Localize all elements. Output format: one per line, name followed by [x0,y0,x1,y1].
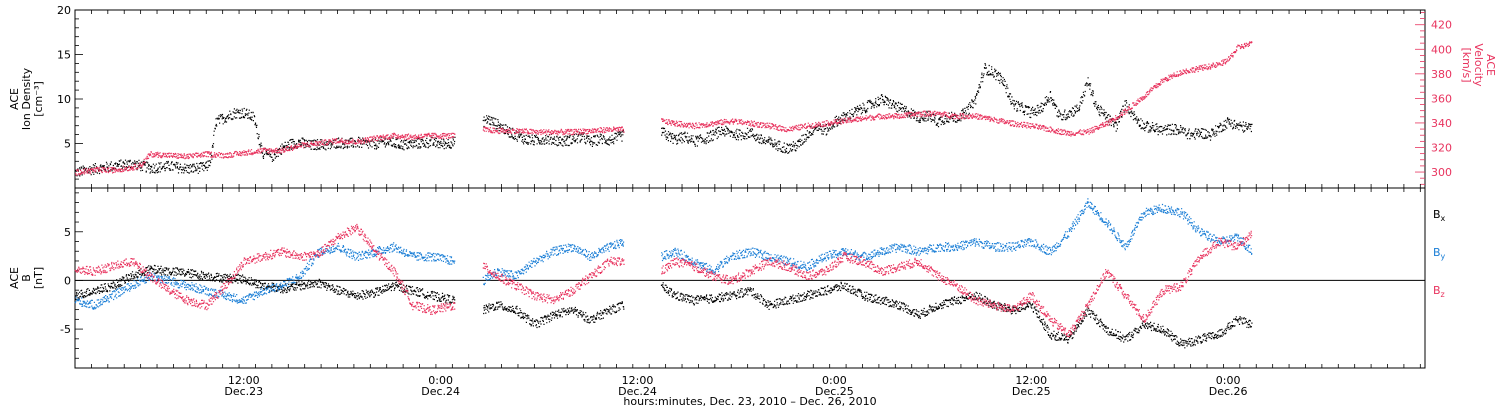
velocity-tick-label: 320 [1431,141,1452,154]
top-panel-frame [74,9,1426,189]
velocity-tick-label: 400 [1431,43,1452,56]
velocity-ylabel-line: Velocity [1472,43,1485,87]
density-ylabel-line: Ion Density [20,67,33,130]
velocity-points-segment-2 [661,41,1253,137]
velocity-points-segment-1 [482,126,625,136]
b-ylabel-line: B [20,274,33,282]
velocity-tick-label: 360 [1431,92,1452,105]
series-bz-points [74,223,1253,338]
density-ylabel-line: ACE [8,88,21,110]
b-tick-label: -5 [60,323,71,336]
series-by-points-segment-1 [482,239,625,286]
series-by-points-segment-0 [74,242,456,310]
x-tick-time: 0:00 [1216,374,1241,387]
b-ylabel-line: ACE [8,267,21,289]
b-tick-label: 5 [64,226,71,239]
velocity-axis: 300 320 340 360 380 400 420 [1415,12,1452,185]
x-tick-date: Dec.24 [421,385,460,398]
x-axis-label: hours:minutes, Dec. 23, 2010 – Dec. 26, … [623,395,876,408]
b-ylabel: ACE B [nT] [8,267,45,289]
density-points-segment-2 [661,63,1253,154]
b-tick-label: 0 [64,274,71,287]
series-bz-points-segment-0 [74,223,456,315]
x-tick-time: 12:00 [228,374,260,387]
density-ylabel: ACE Ion Density [cm⁻³] [8,67,45,130]
velocity-points-segment-0 [75,132,456,176]
density-points-segment-0 [74,107,456,177]
series-bx-points-segment-1 [483,301,625,329]
x-tick-date: Dec.26 [1209,385,1248,398]
bottom-panel-frame [74,187,1426,369]
legend-by: By [1433,246,1446,261]
series-bz-points-segment-2 [661,230,1253,338]
density-tick-label: 15 [57,49,71,62]
b-ylabel-line: [nT] [32,267,45,289]
x-tick-date: Dec.25 [1012,385,1051,398]
density-tick-label: 20 [57,4,71,17]
density-ylabel-line: [cm⁻³] [32,81,45,117]
density-tick-label: 5 [64,138,71,151]
series-by-points-segment-2 [661,198,1253,275]
velocity-tick-label: 420 [1431,19,1452,32]
velocity-ylabel-line: ACE [1484,54,1497,76]
series-bx-points-segment-2 [660,281,1253,349]
x-tick-time: 12:00 [622,374,654,387]
x-tick-date: Dec.23 [224,385,263,398]
velocity-ylabel-line: [km/s] [1460,47,1473,82]
legend: Bx By Bz [1433,208,1446,299]
density-tick-label: 10 [57,93,71,106]
density-axis: 5 10 15 20 [57,4,83,180]
x-tick-time: 0:00 [822,374,847,387]
velocity-tick-label: 380 [1431,68,1452,81]
series-bz-points-segment-1 [482,256,625,305]
series-by-points [74,198,1253,310]
b-axis: -5 0 5 [60,192,83,359]
x-tick-date: Dec.24 [618,385,657,398]
velocity-points [75,41,1253,176]
series-bx-points-segment-0 [75,264,456,305]
x-tick-time: 0:00 [428,374,453,387]
velocity-tick-label: 340 [1431,117,1452,130]
legend-bx: Bx [1433,208,1446,223]
legend-bz: Bz [1433,284,1445,299]
x-tick-time: 12:00 [1015,374,1047,387]
velocity-tick-label: 300 [1431,166,1452,179]
series-bx-points [75,264,1253,349]
x-tick-date: Dec.25 [815,385,854,398]
bottom-panel: -5 0 5 ACE B [nT] [8,187,1426,369]
x-axis: 12:00Dec.230:00Dec.2412:00Dec.240:00Dec.… [74,10,1421,398]
density-points-segment-1 [482,115,625,147]
